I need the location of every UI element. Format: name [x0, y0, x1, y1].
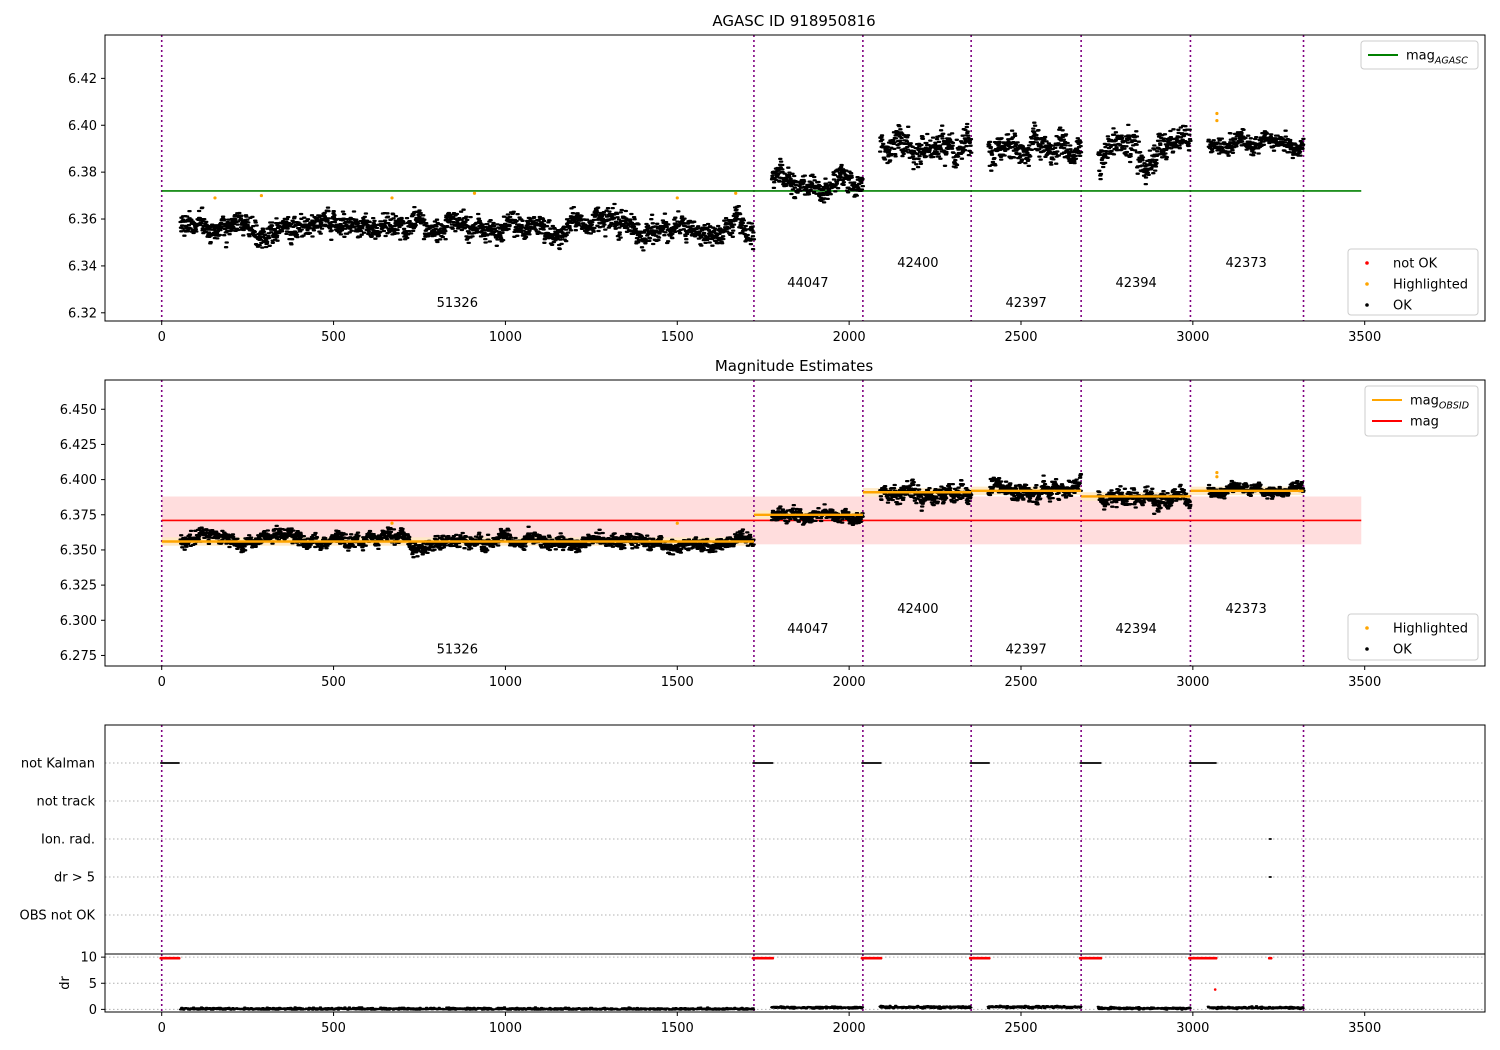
x-tick-label: 500 — [321, 675, 346, 690]
obsid-label: 42397 — [1005, 296, 1046, 311]
x-tick-label: 2000 — [833, 330, 866, 345]
x-tick-label: 500 — [321, 1021, 346, 1036]
legend-label: OK — [1393, 299, 1412, 314]
highlighted-point — [213, 196, 217, 200]
x-tick-label: 0 — [158, 1021, 166, 1036]
x-tick-label: 1000 — [489, 1021, 522, 1036]
panel-magnitude-estimates: 51326 44047 42400 42397 42394 42373 0 500 1000 15… — [60, 379, 1486, 690]
y-tick-label: 6.275 — [60, 649, 97, 664]
highlighted-point — [1215, 111, 1219, 116]
obsid-label: 44047 — [787, 276, 828, 291]
y-tick-label: 6.34 — [68, 259, 97, 274]
obsid-label: 42394 — [1115, 622, 1156, 637]
dr-extra-point — [1213, 988, 1217, 991]
y-tick-label: 6.325 — [60, 579, 97, 594]
flag-row-label: not track — [36, 795, 95, 810]
highlighted-point — [734, 191, 738, 195]
x-tick-label: 0 — [158, 330, 166, 345]
x-tick-label: 2500 — [1004, 330, 1037, 345]
panel-agasc: 51326 44047 42400 42397 42394 42373 0 500 1000 15… — [68, 34, 1486, 345]
obsid-label: 42400 — [897, 256, 938, 271]
x-tick-label: 2500 — [1004, 1021, 1037, 1036]
obsid-label: 42373 — [1225, 602, 1266, 617]
x-tick-label: 1000 — [489, 675, 522, 690]
highlighted-point — [259, 193, 263, 198]
x-tick-label: 2500 — [1004, 675, 1037, 690]
highlighted-point — [1215, 470, 1219, 475]
y-tick-label: 0 — [89, 1003, 97, 1018]
x-tick-label: 3000 — [1176, 675, 1209, 690]
panel-1-title: AGASC ID 918950816 — [712, 12, 875, 30]
highlighted-point — [675, 521, 679, 525]
x-tick-label: 3000 — [1176, 330, 1209, 345]
y-tick-label: 6.350 — [60, 543, 97, 558]
y-tick-label: 6.375 — [60, 508, 97, 523]
x-tick-label: 0 — [158, 675, 166, 690]
legend-points — [1347, 248, 1479, 316]
plot-frame — [104, 379, 1486, 667]
y-tick-label: 6.400 — [60, 473, 97, 488]
plot-frame — [104, 34, 1486, 322]
x-tick-label: 2000 — [833, 1021, 866, 1036]
x-tick-label: 3000 — [1176, 1021, 1209, 1036]
legend-marker — [1365, 647, 1369, 651]
x-tick-label: 1500 — [661, 330, 694, 345]
legend-marker — [1365, 261, 1369, 265]
legend-label: OK — [1393, 643, 1412, 658]
y-tick-label: 10 — [80, 951, 97, 966]
y-tick-label: 6.450 — [60, 403, 97, 418]
legend-label: Highlighted — [1393, 278, 1468, 293]
x-tick-label: 1500 — [661, 675, 694, 690]
obsid-label: 51326 — [437, 642, 478, 657]
flag-row-label: OBS not OK — [20, 909, 96, 924]
y-tick-label: 6.32 — [68, 306, 97, 321]
x-tick-label: 500 — [321, 330, 346, 345]
flag-row-label: not Kalman — [21, 757, 95, 772]
legend-lines — [1360, 40, 1479, 70]
flag-row-label: Ion. rad. — [41, 833, 95, 848]
legend-label: not OK — [1393, 257, 1438, 272]
obsid-label: 44047 — [787, 622, 828, 637]
y-tick-label: 6.42 — [68, 72, 97, 87]
legend-marker — [1365, 626, 1369, 630]
highlighted-point — [675, 196, 679, 200]
x-tick-label: 3500 — [1348, 675, 1381, 690]
x-tick-label: 3500 — [1348, 330, 1381, 345]
panel-dr: 0 500 1000 1500 2000 2500 3000 3500 0 5 10 dr — [58, 951, 1486, 1036]
dr-points — [178, 1004, 1305, 1011]
highlighted-point — [472, 191, 477, 195]
highlighted-point — [1215, 475, 1219, 479]
highlighted-point — [390, 196, 394, 200]
obsid-label: 42373 — [1225, 256, 1266, 271]
y-tick-label: 6.38 — [68, 166, 97, 181]
legend-label: Highlighted — [1393, 622, 1468, 637]
legend-subscript: OBSID — [1439, 401, 1469, 412]
x-tick-label: 2000 — [833, 675, 866, 690]
obsid-label: 42400 — [897, 602, 938, 617]
highlighted-point — [1215, 118, 1219, 123]
panel-2-title: Magnitude Estimates — [715, 357, 873, 375]
obsid-label: 42397 — [1005, 642, 1046, 657]
x-tick-label: 1000 — [489, 330, 522, 345]
y-tick-label: 5 — [89, 977, 97, 992]
legend-marker — [1365, 282, 1369, 286]
x-tick-label: 3500 — [1348, 1021, 1381, 1036]
legend-label: mag — [1410, 415, 1439, 430]
legend-marker — [1365, 303, 1369, 307]
highlighted-point — [390, 521, 394, 525]
obsid-label: 42394 — [1115, 276, 1156, 291]
y-tick-label: 6.300 — [60, 614, 97, 629]
dr-axis-label: dr — [58, 976, 73, 990]
y-tick-label: 6.425 — [60, 438, 97, 453]
y-tick-label: 6.40 — [68, 119, 97, 134]
ok-points — [178, 121, 1306, 252]
flag-row-label: dr > 5 — [54, 871, 95, 886]
y-tick-label: 6.36 — [68, 213, 97, 228]
legend-points — [1347, 613, 1479, 661]
legend-lines — [1364, 385, 1479, 437]
legend-subscript: AGASC — [1434, 56, 1468, 67]
x-tick-label: 1500 — [661, 1021, 694, 1036]
obsid-label: 51326 — [437, 296, 478, 311]
